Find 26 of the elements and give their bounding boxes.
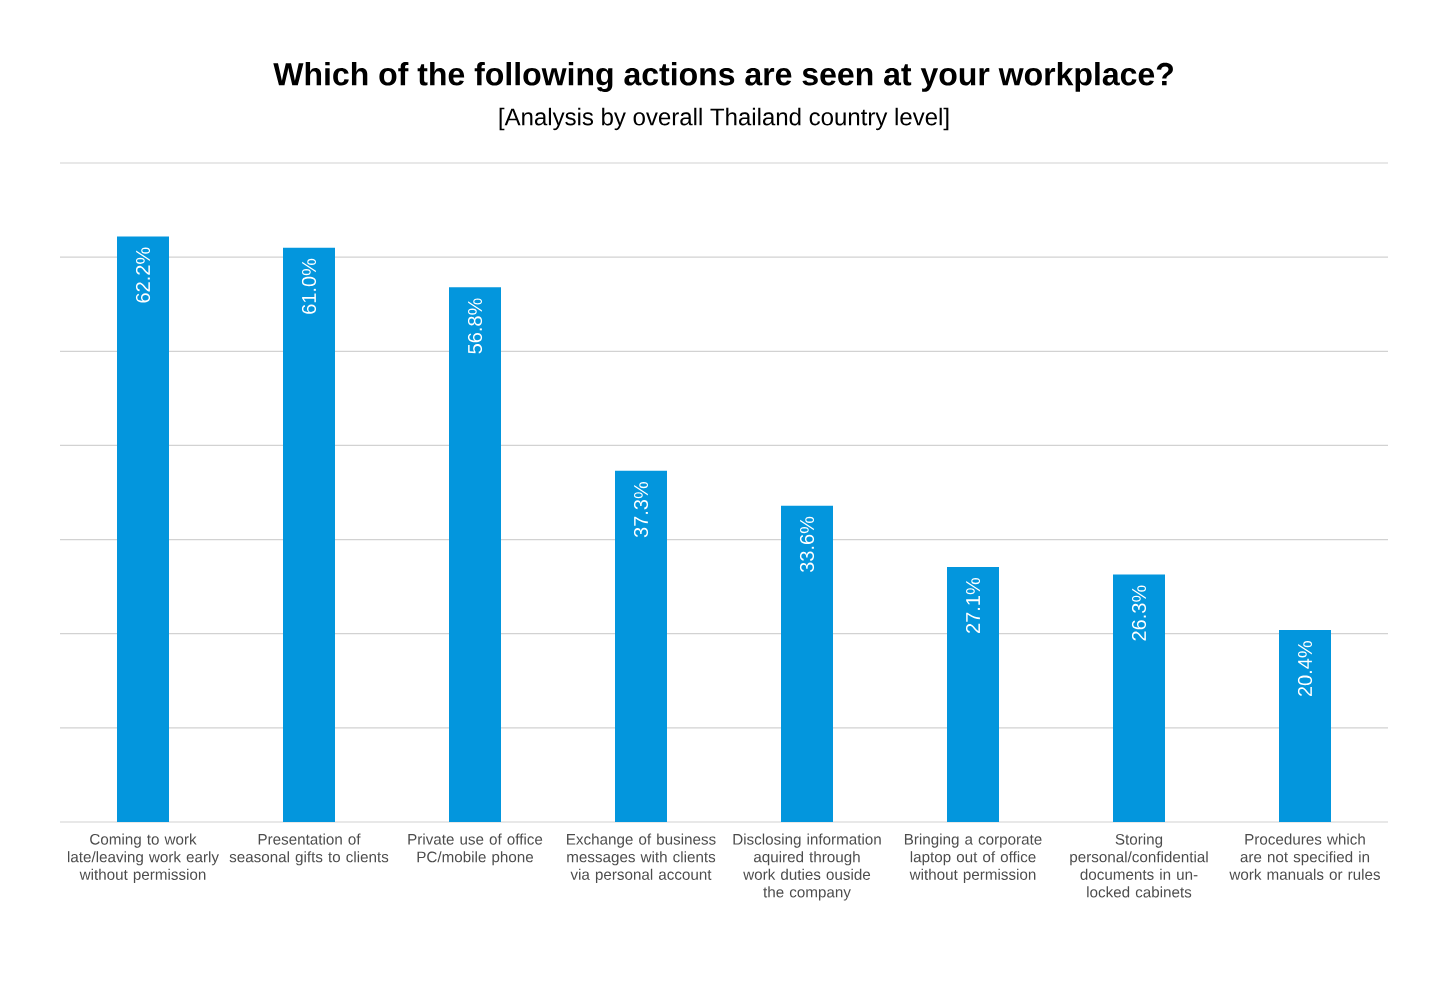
data-label: 33.6%	[799, 516, 815, 573]
data-label: 26.3%	[1131, 585, 1147, 641]
x-tick-label: Presentation of seasonal gifts to clients	[229, 833, 389, 866]
bar	[283, 247, 335, 822]
x-tick-label: Procedures which are not specified in work manuals or rules	[1229, 833, 1380, 880]
data-label: 27.1%	[965, 578, 981, 633]
bar	[449, 287, 501, 822]
x-tick-label: Storing personal/confidential documents in un-locked cabinets	[1070, 833, 1208, 898]
bar	[1113, 574, 1165, 822]
x-tick-label: Coming to work late/leaving work early without permission	[68, 833, 219, 883]
data-label: 37.3%	[633, 481, 649, 538]
chart-subtitle: [Analysis by overall Thailand country level]	[499, 107, 949, 131]
bar	[615, 470, 667, 822]
x-tick-label: Disclosing information aquired through work duties ouside the company	[733, 833, 881, 901]
bar	[947, 566, 999, 822]
data-label: 61.0%	[301, 258, 317, 314]
data-label: 62.2%	[135, 247, 151, 303]
x-tick-label: Exchange of business messages with clients via personal account	[567, 833, 716, 883]
x-tick-label: Private use of office PC/mobile phone	[408, 833, 543, 866]
bar	[117, 236, 169, 822]
bar	[781, 505, 833, 822]
bar	[1279, 629, 1331, 822]
chart-title: Which of the following actions are seen at your workplace?	[273, 62, 1173, 92]
data-label: 20.4%	[1297, 641, 1313, 697]
data-label: 56.8%	[467, 298, 483, 354]
x-tick-label: Bringing a corporate laptop out of office without permission	[904, 833, 1042, 883]
